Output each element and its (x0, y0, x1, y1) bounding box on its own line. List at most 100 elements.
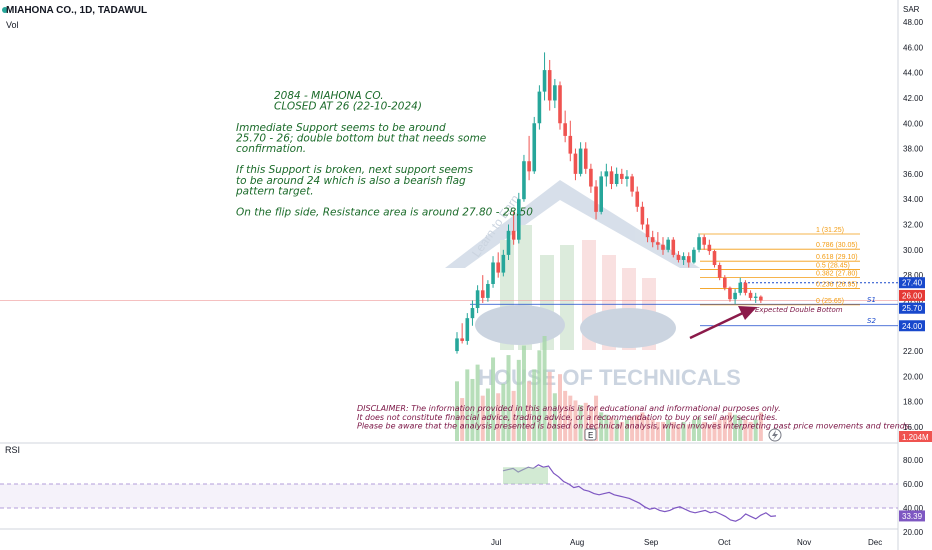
analysis-note-line: On the flip side, Resistance area is aro… (236, 207, 533, 219)
analysis-note-line: If this Support is broken, next support … (236, 164, 474, 176)
rsi-series: 80.00 60.00 40.00 20.00 33.39 (502, 456, 925, 537)
volume-bar (460, 398, 465, 441)
candle-body (599, 176, 603, 212)
price-badges: 1.204M 27.40 26.00 25.70 24.00 (899, 277, 932, 442)
volume-bar (661, 421, 665, 441)
candle-body (527, 161, 531, 172)
volume-bar (480, 395, 485, 441)
volume-bar (697, 417, 702, 441)
candle-body (723, 277, 727, 288)
symbol-title[interactable]: MIAHONA CO., 1D, TADAWUL (6, 5, 147, 16)
candle-body (594, 186, 598, 212)
rsi-badge (899, 510, 925, 522)
candle-body (517, 199, 521, 240)
volume-bar (496, 393, 501, 441)
volume-bar (563, 390, 568, 441)
candle-body (702, 237, 706, 245)
candle-body (748, 292, 753, 298)
price-axis: 48.00 46.00 44.00 42.00 40.00 38.00 36.00 34.00… (903, 18, 924, 432)
volume-bar (727, 412, 732, 441)
volume-bar (521, 345, 526, 441)
volume-bar (635, 414, 640, 441)
double-bottom-arrow (689, 306, 757, 340)
rsi-band (0, 484, 898, 508)
disclaimer-line: It does not constitute financial advice,… (357, 413, 778, 422)
price-badge (899, 320, 925, 332)
volume-indicator-label[interactable]: Vol (6, 20, 19, 30)
rsi-indicator-label[interactable]: RSI (5, 445, 20, 455)
volume-bar (573, 400, 578, 441)
volume-bar (491, 357, 496, 441)
candle-body (604, 171, 609, 177)
volume-bar (583, 402, 588, 441)
candle-body (491, 262, 495, 284)
volume-bar (475, 364, 480, 441)
price-tick-label: 28.00 (903, 271, 924, 280)
candle-body (692, 249, 696, 263)
candle-body (460, 338, 464, 341)
candle-body (759, 296, 763, 301)
volume-bar (619, 421, 624, 441)
volume-bar (630, 417, 635, 441)
volume-bars (455, 336, 763, 441)
candle-body (753, 296, 758, 298)
pattern-label: Expected Double Bottom (755, 306, 843, 314)
price-tick-label: 32.00 (903, 221, 924, 230)
time-tick-label: Sep (644, 538, 659, 547)
fib-label: 0 (25.65) (816, 298, 844, 305)
candle-body (650, 237, 655, 243)
rsi-tick-label: 40.00 (903, 504, 924, 513)
volume-bar (655, 421, 660, 441)
volume-bar (733, 414, 738, 441)
candle-body (630, 176, 634, 192)
volume-bar (717, 419, 722, 441)
price-tick-label: 18.00 (903, 398, 924, 407)
disclaimer-line: DISCLAIMER: The information provided in … (357, 404, 781, 413)
earnings-marker[interactable] (584, 428, 597, 441)
candle-body (614, 173, 619, 184)
candle-body (645, 224, 650, 238)
candle-body (589, 168, 593, 187)
candle-body (640, 206, 645, 225)
volume-bar (568, 395, 573, 441)
price-tick-label: 16.00 (903, 423, 924, 432)
candle-body (578, 148, 583, 174)
price-badge (899, 302, 925, 314)
candle-body (506, 230, 511, 255)
analysis-note-line: CLOSED AT 26 (22-10-2024) (274, 101, 422, 113)
candle-body (676, 254, 681, 260)
candle-body (717, 265, 722, 278)
candle-body (455, 338, 459, 352)
volume-bar (722, 417, 727, 441)
price-badge (899, 289, 925, 301)
candle-body (728, 287, 732, 300)
support-resistance-lines (0, 282, 898, 327)
candle-body (470, 308, 475, 319)
candle-body (573, 153, 578, 174)
volume-bar (558, 374, 562, 441)
time-tick-label: Dec (868, 538, 882, 547)
price-tick-label: 22.00 (903, 347, 924, 356)
earnings-marker-label: E (588, 431, 593, 440)
volume-bar (599, 412, 604, 441)
volume-bar (707, 424, 712, 441)
volume-bar (681, 421, 686, 441)
price-badge (899, 277, 925, 289)
volume-bar (465, 369, 470, 441)
fib-label: 0.236 (26.95) (816, 281, 858, 288)
analysis-note: 2084 - MIAHONA CO. CLOSED AT 26 (22-10-20… (235, 90, 533, 219)
candlesticks (455, 52, 763, 354)
candle-body (547, 70, 552, 101)
candle-body (501, 254, 506, 273)
volume-bar (542, 336, 547, 441)
volume-bar (547, 371, 552, 441)
volume-bar (614, 419, 619, 441)
volume-bar (485, 388, 490, 441)
price-tick-label: 46.00 (903, 43, 924, 52)
price-tick-label: 34.00 (903, 195, 924, 204)
volume-bar (738, 417, 743, 441)
price-tick-label: 40.00 (903, 119, 924, 128)
candle-body (697, 237, 701, 250)
analysis-note-line: confirmation. (236, 143, 306, 155)
fibonacci-retracement: 1 (31.25) 0.786 (30.05) 0.618 (29.10)0.5 (… (700, 227, 860, 306)
